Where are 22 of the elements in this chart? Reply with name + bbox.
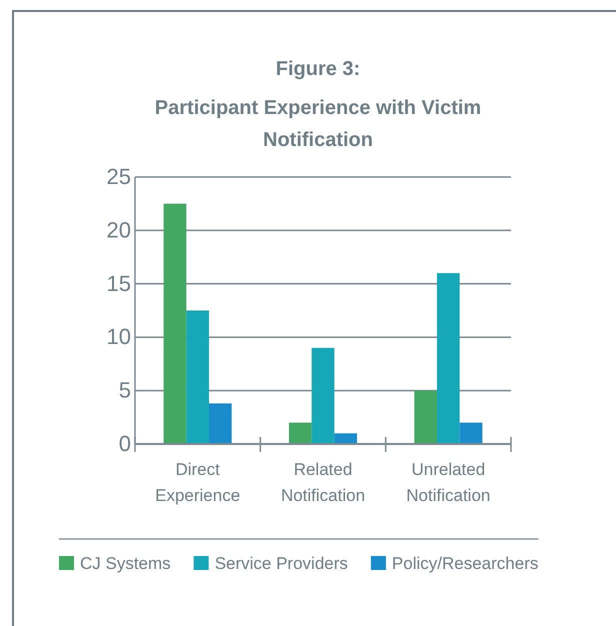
y-tick-label: 5 — [118, 378, 131, 403]
y-tick-label: 10 — [106, 324, 131, 350]
legend-label: Service Providers — [214, 554, 348, 573]
chart-title: Figure 3: — [276, 58, 360, 80]
bar — [288, 422, 312, 444]
bar — [164, 204, 186, 444]
bar — [186, 310, 210, 444]
bar — [312, 348, 334, 444]
y-tick-label: 15 — [106, 270, 131, 296]
y-tick-label: 25 — [106, 164, 131, 190]
chart-subtitle: Participant Experience with Victim Notification — [154, 97, 482, 151]
y-tick-label: 20 — [106, 217, 131, 242]
bar — [436, 273, 460, 444]
x-tick-label: Direct Experience — [155, 460, 240, 505]
y-tick-label: 0 — [118, 431, 131, 456]
bar — [209, 403, 232, 444]
bar — [460, 422, 482, 444]
x-tick-label: Unrelated Notification — [406, 460, 490, 505]
x-tick-label: Related Notification — [280, 460, 366, 505]
bar — [414, 390, 437, 444]
legend-label: CJ Systems — [80, 554, 171, 573]
legend-label: Policy/Researchers — [392, 554, 538, 573]
